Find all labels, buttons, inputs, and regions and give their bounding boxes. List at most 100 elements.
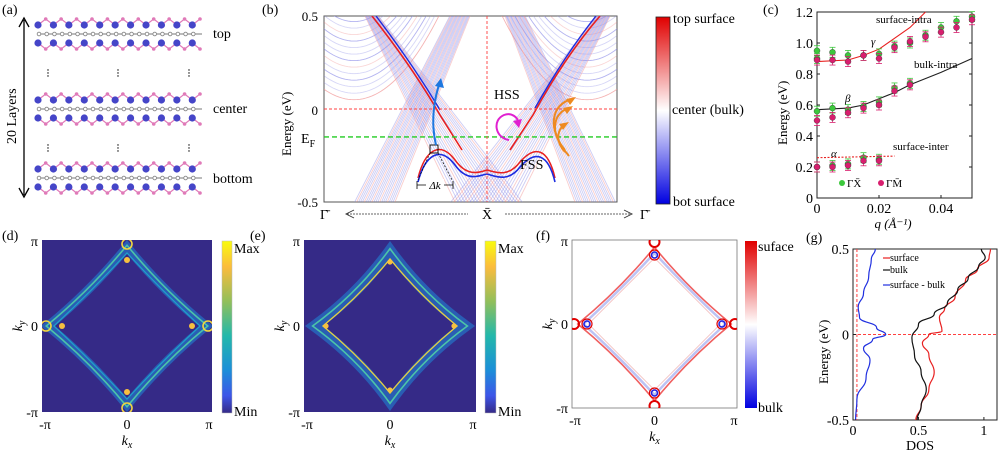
ylabel-main: k: [541, 322, 556, 329]
atom-grey: [36, 106, 42, 112]
atom-blue: [111, 165, 119, 173]
surface-hotspot: [716, 318, 728, 330]
bulk-band: [497, 0, 617, 9]
legend-surface: surface: [890, 253, 919, 264]
panel-label-f: (f): [536, 229, 550, 244]
atom-blue: [188, 96, 196, 104]
hotspot: [124, 389, 130, 395]
atom-blue: [173, 114, 181, 122]
atom-pink: [59, 92, 63, 96]
ytick-label-c: 0.4: [796, 130, 814, 145]
atom-pink: [59, 47, 63, 51]
atom-blue: [188, 39, 196, 47]
bulk-band: [375, 16, 461, 202]
data-point: [829, 56, 836, 64]
atom-blue: [126, 165, 135, 173]
atom-pink: [105, 191, 110, 195]
atom-blue: [142, 39, 150, 47]
atom-blue: [111, 39, 119, 47]
bulk-band: [324, 16, 418, 68]
atom-pink: [90, 92, 94, 96]
atom-grey: [160, 31, 165, 37]
atom-grey: [106, 31, 111, 37]
bulk-band: [497, 0, 617, 15]
ellipsis-dot: [188, 72, 190, 74]
curve-label-bulk-intra: bulk-intra: [914, 59, 957, 71]
hotspot: [387, 387, 393, 393]
atom-grey: [183, 31, 188, 37]
atom-grey: [129, 175, 134, 181]
panel-label-g: (g): [806, 231, 823, 246]
atom-blue: [142, 183, 150, 191]
ellipsis-dot: [117, 72, 119, 74]
atom-grey: [90, 106, 96, 112]
atom-blue: [111, 114, 119, 122]
ylabel-sub: y: [17, 320, 28, 326]
ellipsis-dot: [47, 150, 49, 152]
data-point: [860, 52, 867, 59]
bulk-band: [367, 16, 457, 202]
atom-pink: [151, 47, 156, 51]
panel-f-surface-weight: suface bulk: [571, 239, 794, 416]
atom-grey: [59, 175, 65, 181]
ytick-label-e: 0: [293, 320, 300, 335]
legend-marker-gm: [878, 180, 884, 186]
legend-c: ΓX̄ ΓM̄: [839, 178, 902, 190]
data-point: [813, 107, 821, 115]
atom-grey: [137, 31, 142, 37]
atom-grey: [167, 175, 173, 181]
atom-grey: [106, 106, 111, 112]
data-point: [875, 101, 883, 109]
atom-pink: [121, 161, 125, 165]
data-point: [968, 16, 976, 23]
panel-labels: (a) (b) (c) (d) (e) (f) (g): [2, 3, 823, 246]
xlabel-main: k: [385, 434, 392, 449]
atom-blue: [157, 21, 166, 29]
atom-pink: [182, 191, 187, 195]
atom-pink: [43, 191, 48, 195]
surface-state-hss-left: [371, 16, 463, 151]
bulk-band: [538, 16, 617, 49]
atom-pink: [105, 122, 110, 126]
surface-state-fss-top: [417, 148, 556, 179]
atom-pink: [198, 47, 202, 51]
data-point: [844, 109, 852, 116]
atom-blue: [142, 96, 150, 104]
atom-pink: [43, 161, 48, 165]
layer-label-center: center: [213, 102, 248, 117]
ellipsis-dot: [188, 147, 190, 149]
atom-grey: [67, 31, 73, 37]
ytick-label-g: 0: [842, 329, 849, 344]
ylabel-main: k: [273, 324, 288, 331]
ellipsis-dot: [188, 150, 190, 152]
ellipsis-dot: [117, 144, 119, 146]
ytick-label-c: 0.6: [796, 99, 814, 114]
atom-pink: [182, 17, 187, 21]
atom-grey: [167, 106, 173, 112]
ytick-label-e: π: [293, 235, 300, 250]
atom-pink: [121, 47, 125, 51]
contour-inner: [321, 257, 459, 395]
surface-hotspot: [648, 387, 661, 399]
atom-grey: [113, 175, 119, 181]
atom-pink: [74, 47, 79, 51]
atom-blue: [173, 39, 181, 47]
colorbar-d: [221, 240, 233, 414]
data-point: [813, 117, 821, 124]
atom-blue: [96, 183, 104, 191]
atom-grey: [44, 175, 49, 181]
heatmap-d-bg: [42, 240, 212, 412]
xlabel-e: kx: [385, 434, 396, 451]
surface-hotspot: [581, 318, 593, 330]
atom-grey: [52, 106, 57, 112]
atom-blue: [49, 183, 58, 191]
ellipsis-dot: [117, 147, 119, 149]
bulk-band: [519, 16, 607, 202]
atom-pink: [151, 17, 156, 21]
contour-bulk: [581, 251, 728, 397]
bulk-band: [324, 16, 436, 94]
atom-pink: [136, 47, 141, 51]
data-point: [860, 104, 867, 112]
atom-blue: [157, 114, 166, 122]
